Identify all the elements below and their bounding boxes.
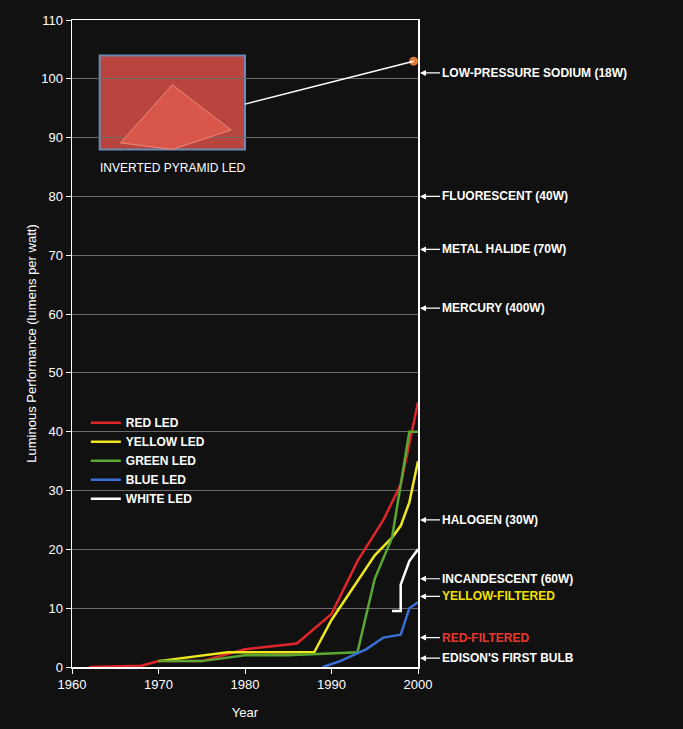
svg-text:INVERTED PYRAMID LED: INVERTED PYRAMID LED bbox=[100, 161, 245, 175]
svg-text:2000: 2000 bbox=[404, 677, 433, 692]
svg-text:EDISON'S FIRST BULB: EDISON'S FIRST BULB bbox=[442, 651, 574, 665]
svg-text:1980: 1980 bbox=[231, 677, 260, 692]
svg-text:YELLOW-FILTERED: YELLOW-FILTERED bbox=[442, 589, 555, 603]
svg-text:0: 0 bbox=[56, 660, 63, 675]
svg-text:FLUORESCENT (40W): FLUORESCENT (40W) bbox=[442, 189, 568, 203]
svg-text:10: 10 bbox=[48, 601, 62, 616]
svg-text:40: 40 bbox=[48, 424, 62, 439]
svg-text:60: 60 bbox=[48, 307, 62, 322]
svg-text:LOW-PRESSURE SODIUM (18W): LOW-PRESSURE SODIUM (18W) bbox=[442, 66, 627, 80]
svg-text:70: 70 bbox=[48, 248, 62, 263]
svg-text:Luminous Performance (lumens p: Luminous Performance (lumens per watt) bbox=[24, 224, 39, 462]
svg-text:HALOGEN (30W): HALOGEN (30W) bbox=[442, 513, 538, 527]
svg-text:BLUE LED: BLUE LED bbox=[126, 473, 186, 487]
svg-text:RED LED: RED LED bbox=[126, 416, 179, 430]
svg-text:1970: 1970 bbox=[144, 677, 173, 692]
svg-text:20: 20 bbox=[48, 542, 62, 557]
svg-text:30: 30 bbox=[48, 483, 62, 498]
svg-text:90: 90 bbox=[48, 130, 62, 145]
svg-text:1990: 1990 bbox=[317, 677, 346, 692]
svg-text:110: 110 bbox=[42, 13, 63, 28]
svg-text:YELLOW LED: YELLOW LED bbox=[126, 435, 205, 449]
svg-text:80: 80 bbox=[48, 189, 62, 204]
svg-text:RED-FILTERED: RED-FILTERED bbox=[442, 631, 529, 645]
svg-text:50: 50 bbox=[48, 365, 62, 380]
svg-text:100: 100 bbox=[41, 71, 63, 86]
svg-text:Year: Year bbox=[232, 705, 259, 720]
svg-text:WHITE LED: WHITE LED bbox=[126, 492, 192, 506]
svg-text:INCANDESCENT (60W): INCANDESCENT (60W) bbox=[442, 572, 573, 586]
svg-text:1960: 1960 bbox=[58, 677, 87, 692]
svg-text:METAL HALIDE (70W): METAL HALIDE (70W) bbox=[442, 242, 566, 256]
svg-text:MERCURY (400W): MERCURY (400W) bbox=[442, 301, 545, 315]
svg-text:GREEN LED: GREEN LED bbox=[126, 454, 196, 468]
